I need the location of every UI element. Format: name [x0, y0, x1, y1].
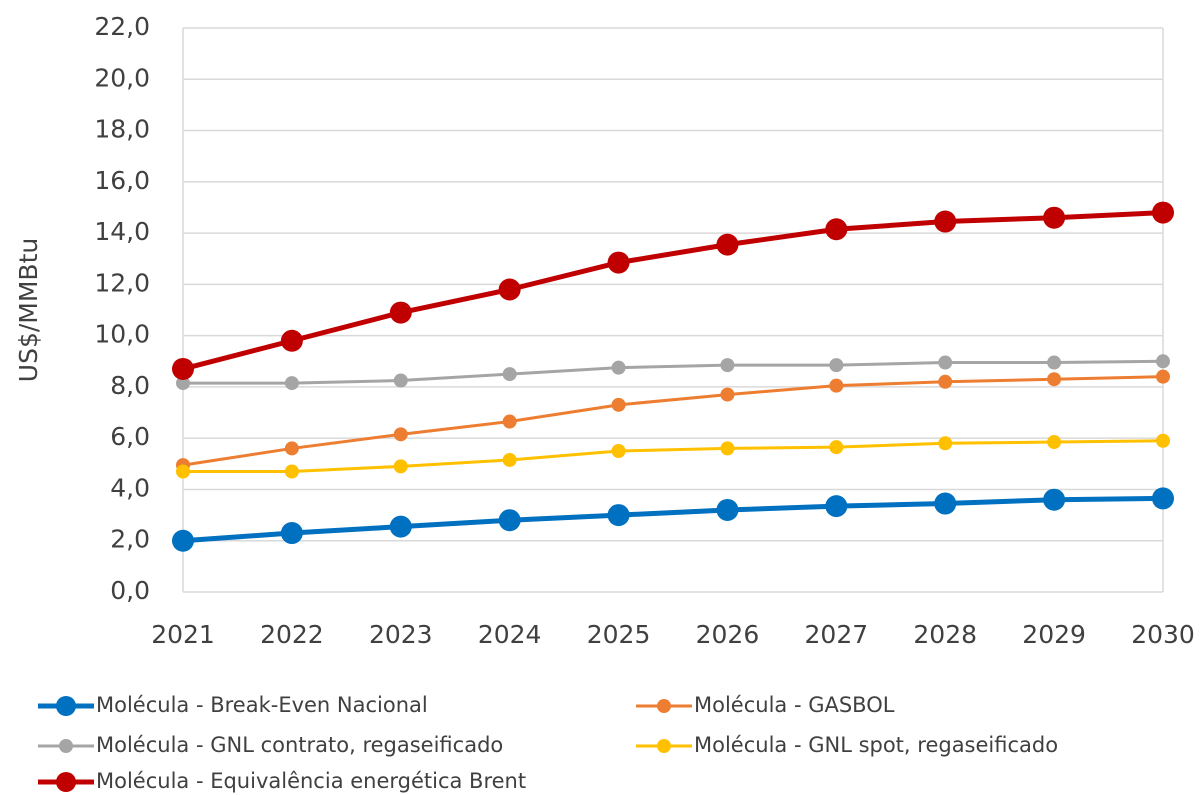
data-point	[716, 498, 739, 521]
data-point	[393, 459, 408, 474]
data-point	[1047, 435, 1062, 450]
data-point	[607, 251, 630, 274]
y-tick-label: 22,0	[94, 12, 150, 41]
data-point	[176, 376, 190, 391]
data-point	[280, 329, 303, 352]
data-point	[934, 210, 957, 233]
data-point	[720, 358, 735, 373]
data-point	[498, 278, 521, 301]
legend-marker	[657, 699, 671, 713]
data-point	[607, 504, 630, 527]
legend-marker	[657, 739, 671, 753]
data-point	[716, 233, 739, 256]
x-tick-label: 2023	[369, 620, 433, 649]
x-tick-label: 2026	[696, 620, 760, 649]
y-tick-label: 20,0	[94, 63, 150, 92]
data-point	[1047, 355, 1062, 370]
data-point	[284, 376, 299, 391]
data-point	[498, 509, 521, 532]
data-point	[172, 529, 194, 552]
series-line	[182, 375, 1164, 467]
y-tick-label: 10,0	[94, 320, 150, 349]
legend-label: Molécula - GNL spot, regaseificado	[694, 733, 1058, 757]
y-tick-label: 0,0	[110, 576, 150, 605]
data-point	[284, 441, 299, 456]
data-point	[1043, 488, 1066, 511]
x-tick-label: 2029	[1022, 620, 1086, 649]
series-line	[182, 495, 1164, 544]
x-tick-label: 2027	[805, 620, 869, 649]
y-axis-label: US$/MMBtu	[14, 238, 43, 382]
data-point	[829, 440, 844, 455]
y-tick-label: 18,0	[94, 115, 150, 144]
data-point	[393, 427, 408, 442]
x-tick-label: 2021	[151, 620, 215, 649]
data-point	[720, 441, 735, 456]
data-point	[611, 397, 626, 412]
y-tick-label: 8,0	[110, 371, 150, 400]
data-point	[1043, 206, 1066, 229]
x-tick-label: 2028	[913, 620, 977, 649]
legend-marker	[59, 739, 73, 753]
series-line	[182, 210, 1164, 372]
data-point	[720, 387, 735, 402]
x-tick-label: 2030	[1131, 620, 1195, 649]
legend-label: Molécula - GASBOL	[694, 693, 895, 717]
data-point	[393, 373, 408, 388]
data-point	[934, 492, 957, 515]
data-point	[825, 495, 848, 518]
data-point	[502, 414, 517, 429]
data-point	[1047, 372, 1062, 387]
series-line	[183, 359, 1164, 385]
data-point	[1152, 487, 1174, 510]
y-tick-label: 16,0	[94, 166, 150, 195]
y-tick-label: 2,0	[110, 525, 150, 554]
y-tick-label: 12,0	[94, 268, 150, 297]
data-point	[176, 464, 190, 479]
legend-marker	[56, 772, 76, 792]
data-point	[280, 522, 303, 545]
data-point	[172, 357, 194, 380]
data-point	[1156, 369, 1170, 384]
data-point	[502, 452, 517, 467]
data-point	[829, 378, 844, 393]
y-tick-label: 6,0	[110, 422, 150, 451]
data-point	[611, 360, 626, 375]
y-tick-label: 4,0	[110, 473, 150, 502]
data-point	[825, 218, 848, 241]
data-point	[611, 444, 626, 458]
x-tick-label: 2025	[587, 620, 651, 649]
legend-marker	[56, 696, 76, 716]
legend-label: Molécula - Equivalência energética Brent	[96, 769, 526, 793]
data-point	[829, 358, 844, 373]
data-point	[1156, 433, 1170, 448]
data-point	[1156, 354, 1170, 369]
series-line	[183, 439, 1164, 474]
data-point	[938, 436, 953, 451]
x-tick-label: 2022	[260, 620, 324, 649]
data-point	[1152, 201, 1174, 224]
data-point	[502, 367, 517, 382]
data-point	[389, 515, 412, 538]
x-tick-label: 2024	[478, 620, 542, 649]
data-point	[938, 374, 953, 389]
data-point	[938, 355, 953, 370]
data-point	[284, 464, 299, 479]
legend-label: Molécula - Break-Even Nacional	[96, 693, 428, 717]
y-tick-label: 14,0	[94, 217, 150, 246]
data-point	[389, 301, 412, 324]
legend-label: Molécula - GNL contrato, regaseificado	[96, 733, 503, 757]
